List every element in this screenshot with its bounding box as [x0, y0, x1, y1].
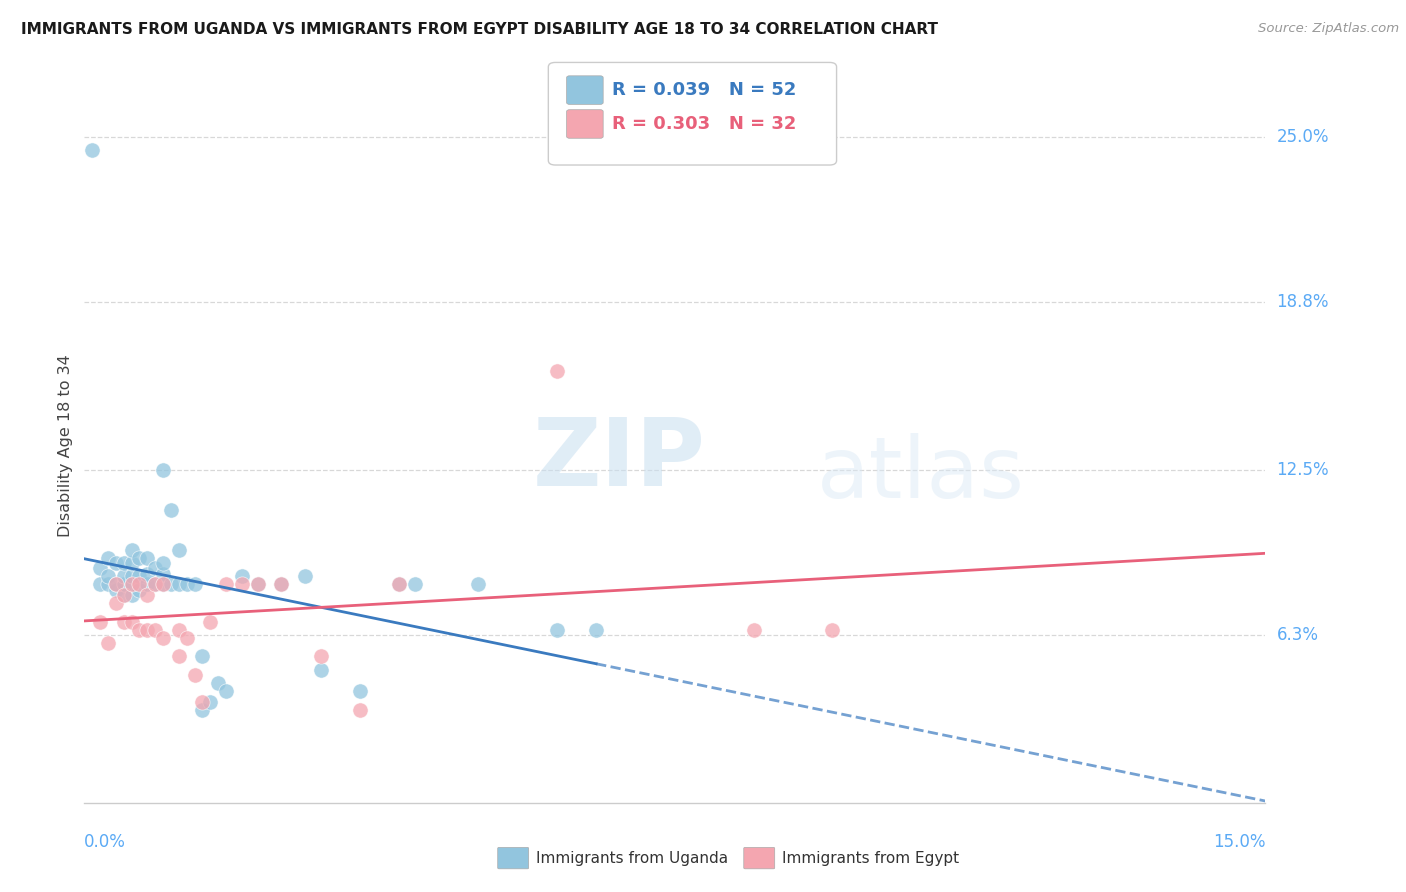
Point — [191, 703, 214, 717]
Point — [121, 615, 143, 629]
Text: IMMIGRANTS FROM UGANDA VS IMMIGRANTS FROM EGYPT DISABILITY AGE 18 TO 34 CORRELAT: IMMIGRANTS FROM UGANDA VS IMMIGRANTS FRO… — [21, 22, 938, 37]
Text: 12.5%: 12.5% — [1277, 461, 1329, 479]
Point — [167, 623, 190, 637]
Point — [183, 668, 205, 682]
Point — [404, 577, 426, 591]
Point — [128, 577, 150, 591]
Point — [183, 577, 205, 591]
Point — [309, 663, 332, 677]
Point — [388, 577, 411, 591]
Point — [136, 577, 159, 591]
Y-axis label: Disability Age 18 to 34: Disability Age 18 to 34 — [58, 355, 73, 537]
Point — [200, 615, 222, 629]
Point — [112, 556, 135, 570]
Text: 0.0%: 0.0% — [84, 833, 127, 851]
Point — [112, 615, 135, 629]
Point — [104, 577, 127, 591]
Point — [152, 577, 174, 591]
Point — [89, 577, 111, 591]
Point — [246, 577, 269, 591]
Point — [97, 569, 120, 583]
Point — [349, 684, 371, 698]
Point — [121, 577, 143, 591]
Point — [152, 566, 174, 581]
Point — [167, 577, 190, 591]
Text: Immigrants from Uganda: Immigrants from Uganda — [536, 851, 728, 865]
Point — [112, 588, 135, 602]
Point — [152, 631, 174, 645]
Point — [136, 623, 159, 637]
Point — [546, 623, 568, 637]
Point — [585, 623, 607, 637]
Point — [128, 582, 150, 597]
Point — [309, 649, 332, 664]
Text: ZIP: ZIP — [533, 414, 706, 507]
Point — [104, 556, 127, 570]
Point — [128, 623, 150, 637]
Point — [742, 623, 765, 637]
Point — [89, 561, 111, 575]
Point — [231, 569, 253, 583]
Point — [143, 623, 166, 637]
Point — [121, 588, 143, 602]
Point — [176, 631, 198, 645]
Text: R = 0.303   N = 32: R = 0.303 N = 32 — [612, 115, 796, 133]
Point — [191, 649, 214, 664]
Point — [82, 144, 104, 158]
Point — [136, 550, 159, 565]
Text: R = 0.039   N = 52: R = 0.039 N = 52 — [612, 81, 796, 99]
Point — [270, 577, 292, 591]
Point — [167, 649, 190, 664]
Point — [821, 623, 844, 637]
Point — [143, 577, 166, 591]
Point — [160, 503, 183, 517]
Point — [207, 676, 229, 690]
Point — [246, 577, 269, 591]
Point — [270, 577, 292, 591]
Point — [121, 577, 143, 591]
Text: 6.3%: 6.3% — [1277, 626, 1319, 644]
Point — [121, 542, 143, 557]
Point — [152, 463, 174, 477]
Point — [128, 550, 150, 565]
Text: atlas: atlas — [817, 433, 1025, 516]
Point — [176, 577, 198, 591]
Point — [104, 596, 127, 610]
Point — [215, 684, 238, 698]
Point — [121, 569, 143, 583]
Point — [136, 566, 159, 581]
Point — [97, 577, 120, 591]
Text: 18.8%: 18.8% — [1277, 293, 1329, 311]
Point — [143, 577, 166, 591]
Point — [546, 364, 568, 378]
Point — [112, 577, 135, 591]
Point — [388, 577, 411, 591]
Point — [136, 588, 159, 602]
Point — [104, 582, 127, 597]
Point — [128, 569, 150, 583]
Point — [349, 703, 371, 717]
Text: Immigrants from Egypt: Immigrants from Egypt — [782, 851, 959, 865]
Point — [152, 556, 174, 570]
Point — [191, 695, 214, 709]
Point — [231, 577, 253, 591]
Point — [121, 556, 143, 570]
Point — [167, 542, 190, 557]
Point — [215, 577, 238, 591]
Point — [89, 615, 111, 629]
Point — [200, 695, 222, 709]
Point — [112, 569, 135, 583]
Point — [97, 636, 120, 650]
Text: 15.0%: 15.0% — [1213, 833, 1265, 851]
Point — [104, 577, 127, 591]
Point — [294, 569, 316, 583]
Point — [160, 577, 183, 591]
Text: Source: ZipAtlas.com: Source: ZipAtlas.com — [1258, 22, 1399, 36]
Point — [97, 550, 120, 565]
Point — [152, 577, 174, 591]
Point — [143, 561, 166, 575]
Point — [467, 577, 489, 591]
Point — [112, 588, 135, 602]
Text: 25.0%: 25.0% — [1277, 128, 1329, 146]
